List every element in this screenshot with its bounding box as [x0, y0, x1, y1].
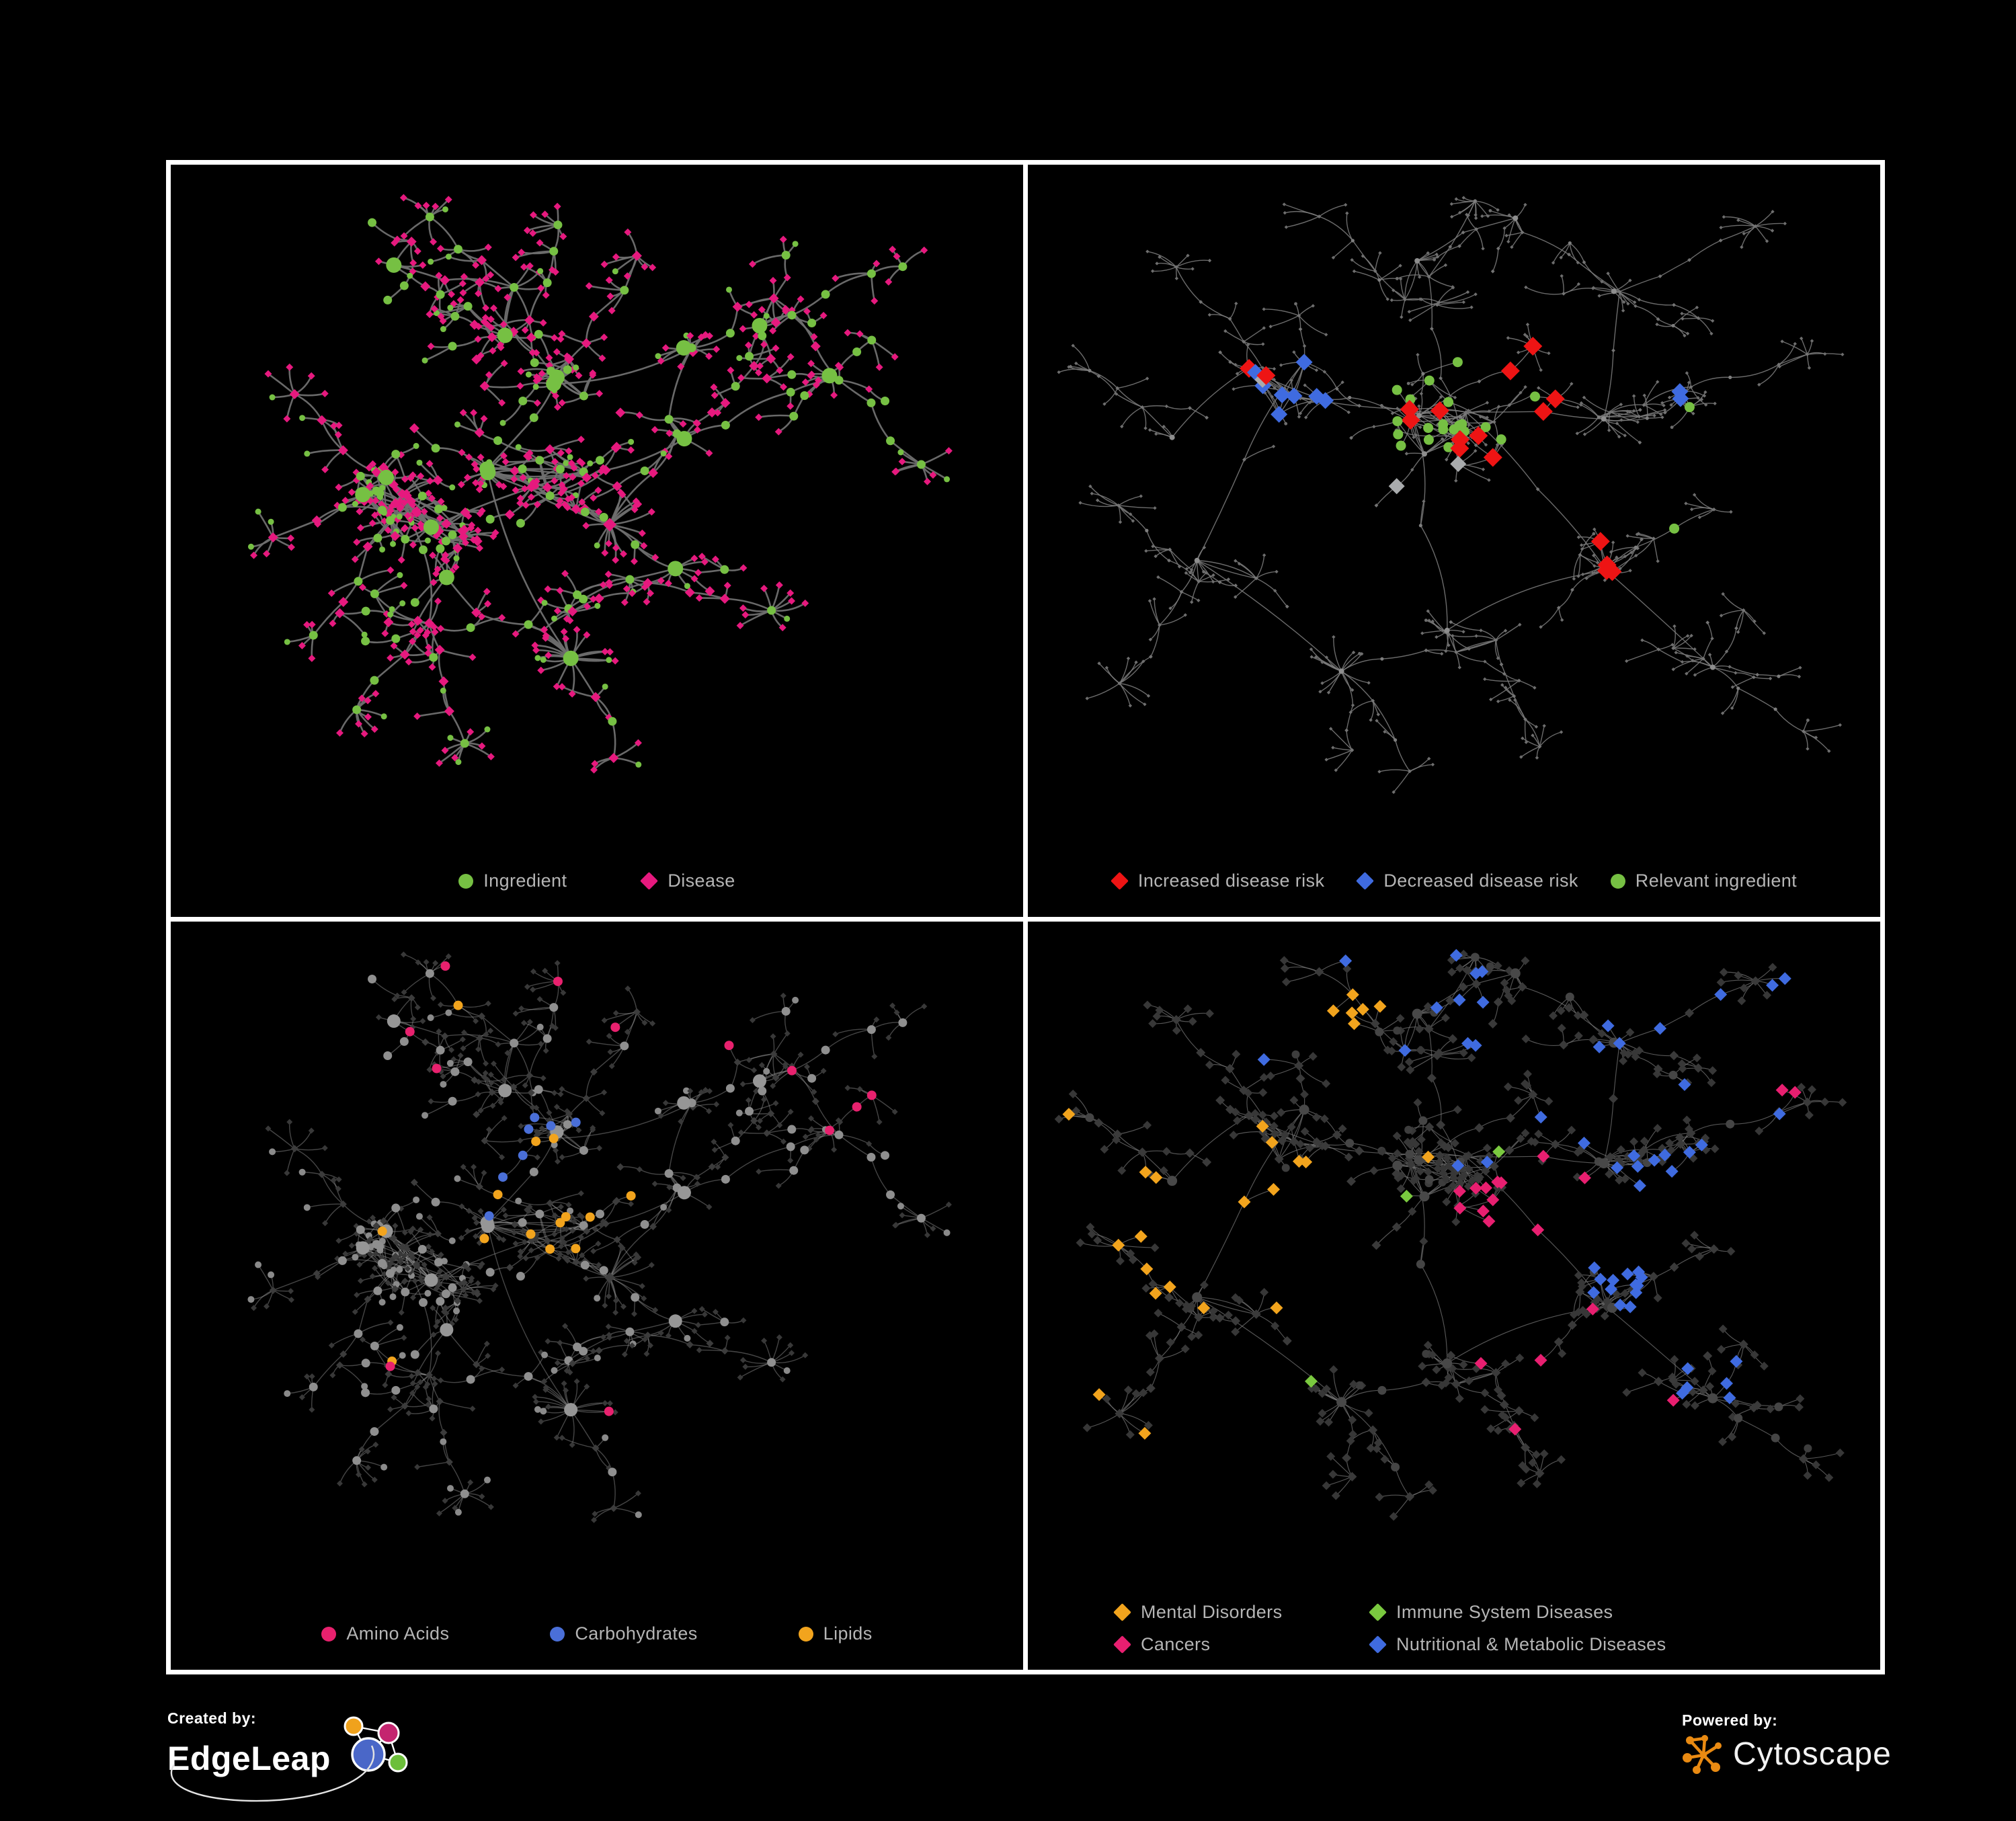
legend-label: Increased disease risk: [1137, 871, 1325, 891]
nodes-layer: [1057, 196, 1845, 795]
panel-disease-risk: Increased disease risk Decreased disease …: [1028, 165, 1880, 917]
legend-label: Decreased disease risk: [1383, 871, 1578, 891]
legend-item-immune-system-diseases: Immune System Diseases: [1369, 1602, 1666, 1623]
legend-label: Nutritional & Metabolic Diseases: [1396, 1634, 1666, 1654]
carbohydrates-circle-swatch: [550, 1626, 565, 1642]
legend-label: Disease: [668, 871, 735, 891]
disease-categories-network-graph: [1054, 948, 1847, 1521]
cancers-diamond-swatch: [1113, 1635, 1131, 1654]
disease-risk-network-graph: [1057, 196, 1845, 795]
relevant-ingredient-circle-swatch: [1610, 873, 1625, 889]
increased-disease-risk-diamond-swatch: [1110, 872, 1129, 890]
disease-diamond-swatch: [640, 872, 659, 890]
panel-ingredient-disease: Ingredient Disease: [171, 165, 1023, 917]
legend-item-cancers: Cancers: [1113, 1634, 1369, 1655]
legend-item-carbohydrates: Carbohydrates: [550, 1623, 697, 1644]
legend-label: Ingredient: [483, 871, 567, 891]
ingredient-circle-swatch: [458, 873, 474, 889]
legend-label: Carbohydrates: [575, 1623, 698, 1644]
legend-label: Cancers: [1141, 1634, 1211, 1654]
legend-label: Immune System Diseases: [1396, 1602, 1613, 1622]
figure-frame: Ingredient Disease Increased disease risk…: [166, 160, 1885, 1674]
lipids-circle-swatch: [798, 1626, 813, 1642]
nodes-layer: [247, 194, 953, 774]
legend-label: Mental Disorders: [1141, 1602, 1283, 1622]
disease-categories-legend: Mental Disorders Immune System Diseases Ca…: [1113, 1602, 1666, 1655]
panel-disease-categories: Mental Disorders Immune System Diseases Ca…: [1028, 922, 1880, 1670]
created-by-block: Created by: EdgeLeap: [167, 1709, 413, 1802]
powered-by-label: Powered by:: [1682, 1711, 1778, 1729]
legend-label: Lipids: [823, 1623, 873, 1644]
legend-item-lipids: Lipids: [798, 1623, 873, 1644]
powered-by-block: Powered by: Cytoscape: [1682, 1711, 1892, 1775]
mental-disorders-diamond-swatch: [1113, 1603, 1131, 1621]
nutritional-metabolic-diseases-diamond-swatch: [1369, 1635, 1387, 1654]
legend-item-amino-acids: Amino Acids: [321, 1623, 449, 1644]
edgeleap-node-orange: [344, 1716, 364, 1736]
created-by-label: Created by:: [167, 1709, 257, 1727]
cytoscape-brand: Cytoscape: [1733, 1736, 1892, 1772]
edgeleap-logo: [344, 1716, 408, 1773]
ingredient-disease-network-graph: [247, 194, 953, 774]
edges-layer: [251, 954, 949, 1521]
legend-label: Amino Acids: [346, 1623, 450, 1644]
macronutrients-network-graph: [247, 951, 952, 1523]
legend-item-increased-disease-risk: Increased disease risk: [1110, 871, 1325, 891]
amino-acids-circle-swatch: [321, 1626, 337, 1642]
legend-item-nutritional-metabolic-diseases: Nutritional & Metabolic Diseases: [1369, 1634, 1666, 1655]
nodes-layer: [247, 951, 952, 1523]
disease-risk-legend: Increased disease risk Decreased disease …: [1028, 871, 1880, 891]
edgeleap-node-blue: [351, 1737, 386, 1772]
legend-item-disease: Disease: [640, 871, 735, 891]
immune-system-diseases-diamond-swatch: [1369, 1603, 1387, 1621]
legend-item-ingredient: Ingredient: [458, 871, 567, 891]
legend-item-decreased-disease-risk: Decreased disease risk: [1356, 871, 1578, 891]
edgeleap-node-magenta: [377, 1722, 400, 1744]
legend-label: Relevant ingredient: [1635, 871, 1798, 891]
nodes-layer: [1054, 948, 1847, 1521]
macronutrients-legend: Amino Acids Carbohydrates Lipids: [171, 1623, 1023, 1644]
edgeleap-brand: EdgeLeap: [167, 1740, 331, 1777]
panel-macronutrients: Amino Acids Carbohydrates Lipids: [171, 922, 1023, 1670]
edges-layer: [251, 196, 950, 771]
edgeleap-node-green: [388, 1752, 408, 1773]
legend-item-mental-disorders: Mental Disorders: [1113, 1602, 1369, 1623]
decreased-disease-risk-diamond-swatch: [1356, 872, 1375, 890]
legend-item-relevant-ingredient: Relevant ingredient: [1610, 871, 1798, 891]
ingredient-disease-legend: Ingredient Disease: [171, 871, 1023, 891]
cytoscape-logo-icon: [1683, 1735, 1722, 1774]
edges-layer: [1058, 197, 1843, 793]
